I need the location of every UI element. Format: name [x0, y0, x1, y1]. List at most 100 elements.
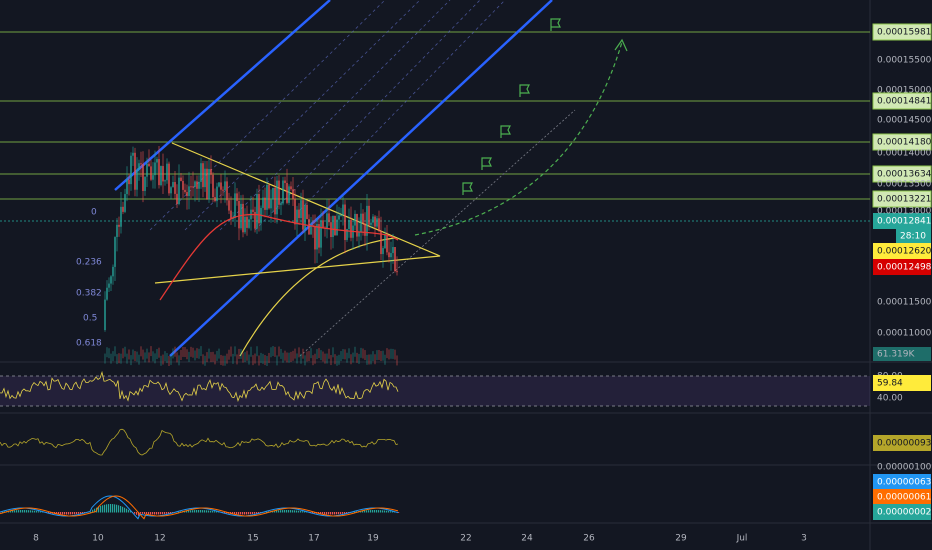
- level-label: 0.00014180: [877, 138, 932, 148]
- projection-arrow: [414, 41, 623, 236]
- time-label: 26: [583, 534, 595, 544]
- histogram-bar: [194, 510, 196, 513]
- volume-bar: [332, 347, 334, 358]
- volume-bar: [388, 349, 390, 360]
- fib-label: 0: [91, 208, 97, 218]
- histogram-bar: [190, 510, 192, 513]
- volume-bar: [276, 355, 278, 366]
- candle: [212, 174, 214, 198]
- volume-bar: [378, 349, 380, 360]
- volume-bar: [190, 346, 192, 357]
- volume-bar: [210, 352, 212, 363]
- candle: [374, 216, 376, 227]
- histogram-bar: [28, 510, 30, 513]
- histogram-bar: [122, 506, 124, 513]
- volume-bar: [322, 351, 324, 362]
- histogram-bar: [40, 511, 42, 513]
- histogram-bar: [196, 510, 198, 513]
- volume-bar: [306, 351, 308, 362]
- candle: [214, 197, 216, 202]
- arrow-head: [614, 38, 628, 52]
- candle: [390, 253, 392, 258]
- volume-bar: [192, 347, 194, 358]
- histogram-bar: [22, 510, 24, 513]
- histogram-bar: [98, 506, 100, 513]
- rsi-band: [0, 376, 870, 406]
- candle: [284, 180, 286, 183]
- volume-bar: [260, 352, 262, 363]
- volume-bar: [382, 350, 384, 361]
- volume-bar: [376, 350, 378, 361]
- volume-bar: [220, 354, 222, 365]
- histogram-bar: [210, 510, 212, 513]
- candle: [376, 218, 378, 227]
- histogram-bar: [12, 510, 14, 513]
- candle: [114, 237, 116, 267]
- volume-bar: [290, 351, 292, 362]
- candle: [316, 224, 318, 250]
- candle: [148, 163, 150, 167]
- histogram-bar: [124, 507, 126, 513]
- volume-bar: [230, 346, 232, 357]
- volume-bar: [158, 347, 160, 358]
- histogram-bar: [128, 509, 130, 513]
- histogram-bar: [134, 512, 136, 514]
- volume-bar: [236, 354, 238, 365]
- volume-bar: [202, 354, 204, 365]
- candle: [204, 168, 206, 188]
- volume-bar: [160, 355, 162, 366]
- volume-bar: [166, 353, 168, 364]
- histogram-bar: [340, 512, 342, 514]
- histogram-bar: [206, 510, 208, 513]
- histogram-bar: [112, 504, 114, 513]
- volume-box: [873, 347, 931, 361]
- time-label: 17: [308, 534, 319, 544]
- candle: [198, 181, 200, 189]
- histogram-bar: [324, 512, 326, 515]
- volume-bar: [312, 355, 314, 366]
- volume-bar: [370, 354, 372, 365]
- volume-bar: [366, 354, 368, 365]
- volume-bar: [146, 348, 148, 359]
- candle: [360, 213, 362, 233]
- volume-bar: [372, 351, 374, 362]
- volume-bar: [250, 346, 252, 357]
- volume-bar: [264, 355, 266, 366]
- histogram-bar: [208, 510, 210, 513]
- time-label: 19: [367, 534, 379, 544]
- volume-bar: [274, 346, 276, 357]
- histogram-bar: [60, 512, 62, 515]
- candle: [180, 177, 182, 181]
- volume-bar: [330, 355, 332, 366]
- candle: [130, 155, 132, 185]
- histogram-bar: [102, 505, 104, 513]
- volume-bar: [380, 350, 382, 361]
- candle: [354, 213, 356, 226]
- candle: [244, 216, 246, 233]
- volume-label: 61.319K: [877, 350, 915, 360]
- histogram-bar: [246, 512, 248, 515]
- candle: [326, 213, 328, 229]
- candle: [134, 152, 136, 190]
- candle: [296, 209, 298, 225]
- volume-bar: [162, 354, 164, 365]
- volume-bar: [234, 346, 236, 357]
- candle: [278, 180, 280, 205]
- candle: [332, 215, 334, 237]
- histogram-bar: [74, 512, 76, 515]
- volume-bar: [390, 348, 392, 359]
- candle: [386, 234, 388, 253]
- histogram-bar: [368, 510, 370, 513]
- histogram-bar: [104, 504, 106, 513]
- volume-bar: [318, 348, 320, 359]
- candle: [126, 179, 128, 195]
- osc-box: [873, 435, 931, 451]
- histogram-bar: [212, 510, 214, 513]
- candle: [178, 177, 180, 204]
- candle: [116, 224, 118, 238]
- histogram-bar: [126, 508, 128, 513]
- volume-bar: [232, 353, 234, 364]
- volume-bar: [128, 349, 130, 360]
- candle: [146, 163, 148, 177]
- candle: [248, 219, 250, 228]
